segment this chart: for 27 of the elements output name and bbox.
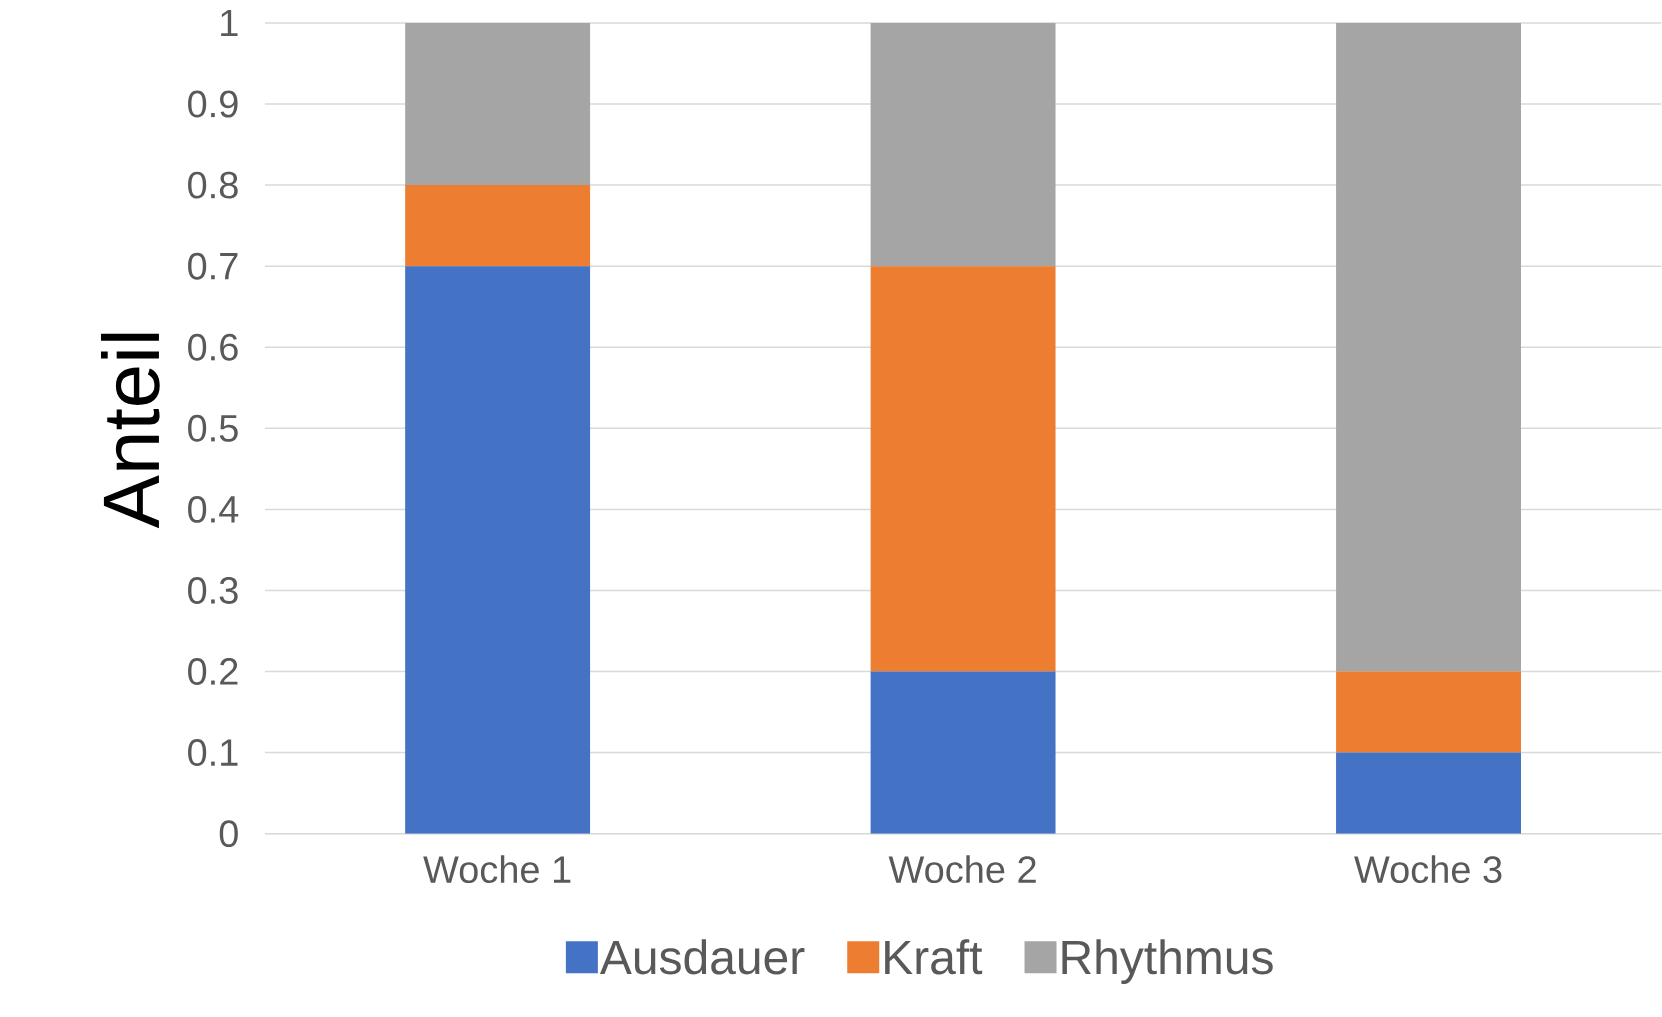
y-tick-label: 0.8 — [188, 171, 238, 199]
bar — [405, 185, 591, 267]
y-tick-label: 0.7 — [188, 252, 238, 280]
y-tick-label: 0 — [219, 820, 238, 848]
legend-label: Rhythmus — [1062, 939, 1273, 985]
legend-label: Ausdauer — [599, 939, 805, 975]
x-tick-label: Woche 2 — [888, 855, 1036, 884]
legend-label: Kraft — [885, 939, 983, 975]
bar — [870, 23, 1056, 267]
y-axis-title: Anteil — [100, 333, 160, 529]
y-tick-label: 0.2 — [188, 658, 238, 686]
y-tick-label: 0.3 — [188, 577, 238, 605]
y-tick-label: 0.4 — [188, 496, 239, 524]
y-tick-label: 0.9 — [188, 90, 238, 118]
y-tick-label: 0.6 — [188, 334, 238, 361]
bar — [405, 266, 591, 834]
y-tick-label: 1 — [221, 10, 238, 37]
bar — [870, 266, 1056, 672]
bar — [1336, 752, 1521, 834]
bar — [870, 671, 1056, 834]
y-tick-label: 0.1 — [188, 739, 238, 767]
x-tick-label: Woche 1 — [423, 855, 571, 884]
x-tick-label: Woche 3 — [1354, 855, 1502, 884]
y-tick-label: 0.5 — [188, 415, 238, 442]
bar — [1336, 23, 1521, 672]
bar — [1336, 671, 1521, 753]
bar — [405, 23, 591, 186]
